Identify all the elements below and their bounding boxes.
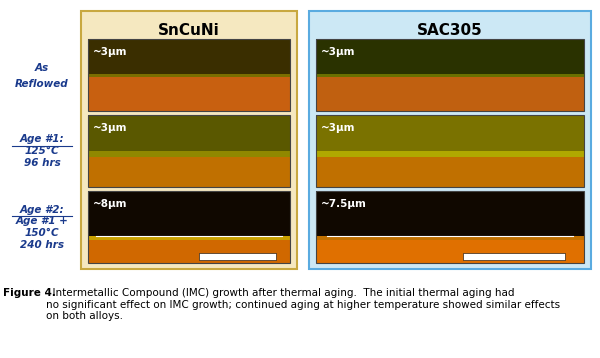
Bar — [316, 72, 584, 77]
Bar — [88, 72, 290, 77]
Text: As: As — [35, 63, 49, 73]
Bar — [88, 151, 290, 157]
Text: ~8μm: ~8μm — [93, 199, 128, 209]
Bar — [88, 157, 290, 187]
Bar — [316, 74, 584, 111]
Text: ~3μm: ~3μm — [321, 123, 355, 133]
Text: ~7.5μm: ~7.5μm — [321, 199, 367, 209]
Bar — [88, 192, 290, 263]
Bar — [88, 74, 290, 111]
Bar — [88, 240, 290, 263]
Bar — [316, 192, 584, 236]
Bar — [199, 253, 275, 260]
Bar — [309, 11, 591, 268]
Bar — [88, 115, 290, 187]
Bar — [88, 39, 290, 74]
Text: 125°C: 125°C — [25, 146, 59, 156]
Bar — [316, 39, 584, 74]
Bar — [316, 236, 584, 240]
Bar — [81, 11, 297, 268]
Text: Reflowed: Reflowed — [15, 79, 69, 89]
Text: 150°C: 150°C — [25, 228, 59, 238]
Text: ~3μm: ~3μm — [321, 47, 355, 57]
Bar — [316, 115, 584, 187]
Bar — [88, 39, 290, 111]
Text: 240 hrs: 240 hrs — [20, 240, 64, 250]
Text: ~3μm: ~3μm — [93, 123, 128, 133]
Bar — [463, 253, 565, 260]
Text: ~3μm: ~3μm — [93, 47, 128, 57]
Bar — [88, 115, 290, 151]
Text: Figure 4.: Figure 4. — [3, 288, 56, 298]
Bar — [316, 115, 584, 151]
Text: SnCuNi: SnCuNi — [158, 23, 220, 38]
Text: 96 hrs: 96 hrs — [23, 158, 61, 168]
Text: Age #2:: Age #2: — [20, 204, 64, 214]
Text: SAC305: SAC305 — [417, 23, 483, 38]
Bar — [316, 157, 584, 187]
Bar — [316, 192, 584, 263]
Bar — [88, 236, 290, 240]
Text: Intermetallic Compound (IMC) growth after thermal aging.  The initial thermal ag: Intermetallic Compound (IMC) growth afte… — [46, 288, 560, 321]
Bar — [316, 240, 584, 263]
Text: Age #1 +: Age #1 + — [16, 216, 68, 226]
Text: Age #1:: Age #1: — [20, 135, 64, 144]
Bar — [316, 39, 584, 111]
Bar — [88, 192, 290, 236]
Bar — [316, 151, 584, 157]
